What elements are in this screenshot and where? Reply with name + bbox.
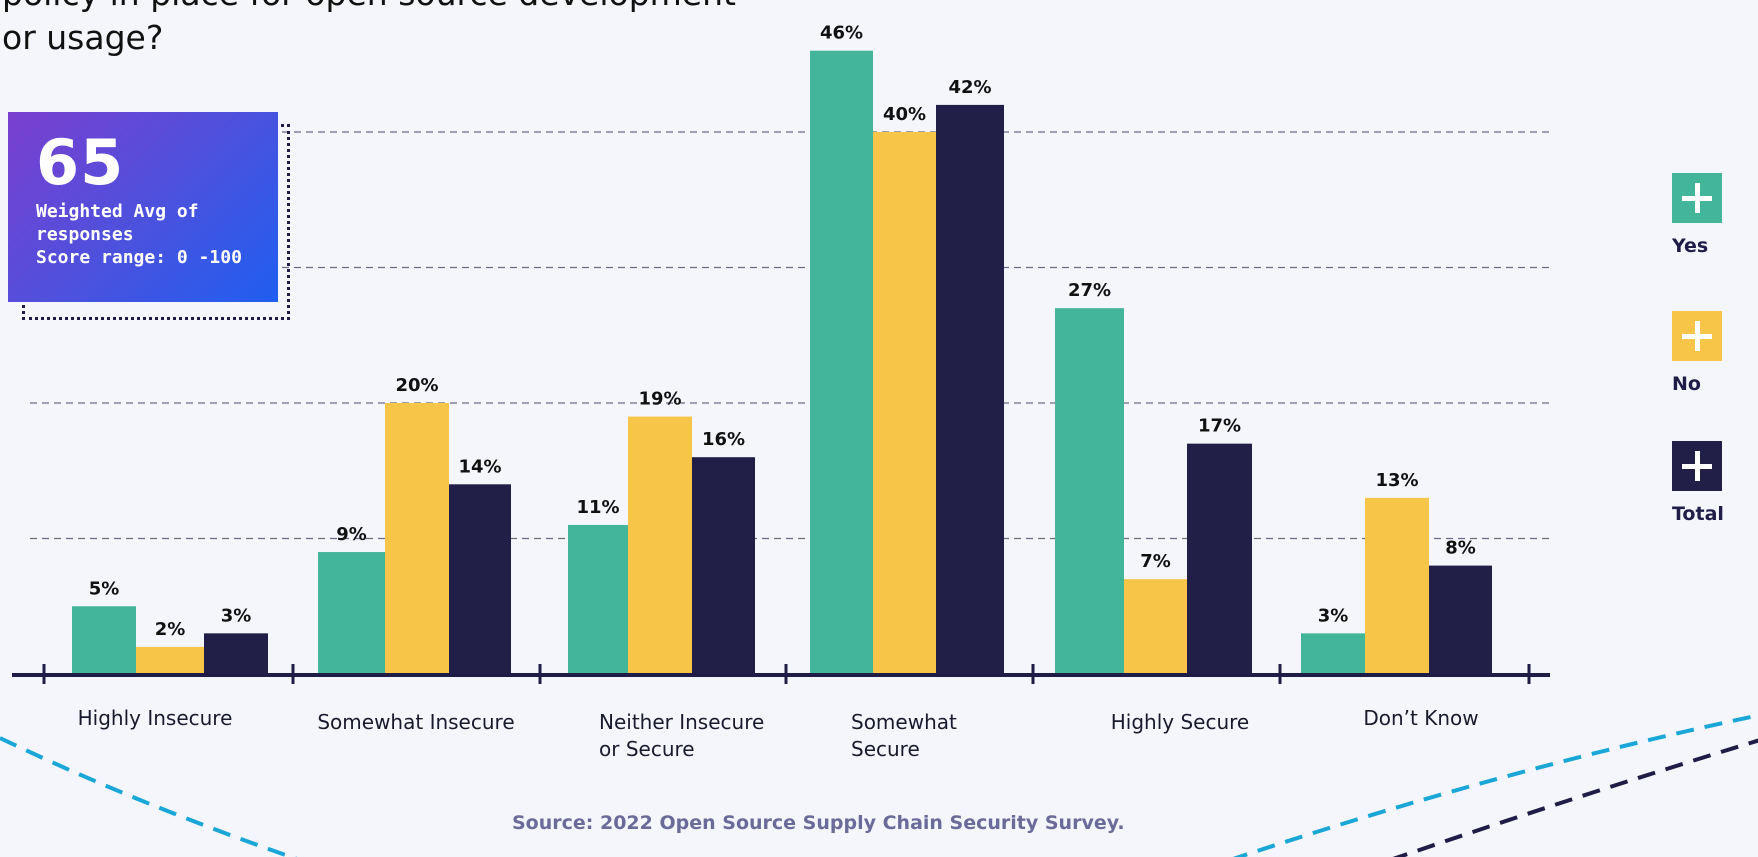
- decorative-arcs: [0, 713, 1758, 857]
- score-callout: 65 Weighted Avg of responses Score range…: [8, 112, 296, 322]
- legend-label-no: No: [1672, 373, 1701, 395]
- data-label-yes: 11%: [576, 497, 619, 518]
- data-label-total: 8%: [1445, 538, 1476, 559]
- bar-yes: [568, 524, 628, 674]
- decorative-arc-left: [0, 736, 298, 857]
- bar-no: [385, 403, 449, 674]
- score-value: 65: [36, 126, 125, 199]
- score-description-line-3: Score range: 0 -100: [36, 247, 242, 268]
- plus-icon: [1672, 173, 1722, 223]
- bar-yes: [810, 50, 873, 674]
- data-label-total: 17%: [1198, 416, 1241, 437]
- data-label-no: 13%: [1375, 470, 1418, 491]
- data-label-yes: 46%: [820, 23, 863, 44]
- data-labels: 5% 2% 3% 9% 20% 14% 11% 19% 16% 46% 40% 42% 27% 7% 17%…: [89, 23, 1476, 640]
- bar-total: [1187, 443, 1252, 674]
- data-label-no: 19%: [638, 389, 681, 410]
- score-description-line-1: Weighted Avg of: [36, 201, 199, 222]
- source-note: Source: 2022 Open Source Supply Chain Se…: [512, 812, 1125, 834]
- bar-yes: [1055, 308, 1124, 674]
- score-card: 65 Weighted Avg of responses Score range…: [8, 112, 278, 302]
- legend-label-yes: Yes: [1672, 235, 1709, 257]
- data-label-yes: 27%: [1068, 280, 1111, 301]
- bar-yes: [72, 606, 136, 674]
- plus-icon: [1672, 441, 1722, 491]
- x-tick-label: Somewhat: [851, 710, 957, 734]
- bar-series: [72, 50, 1492, 674]
- legend-item-no: No: [1672, 311, 1758, 395]
- x-tick-label: Secure: [851, 737, 920, 761]
- bar-yes: [318, 552, 385, 674]
- bar-no: [1365, 497, 1429, 674]
- chart-title-line-1: policy in place for open source developm…: [2, 0, 762, 16]
- data-label-total: 42%: [948, 77, 991, 98]
- x-tick-label: Neither Insecure: [599, 710, 764, 734]
- x-tick-labels: Highly Insecure Somewhat Insecure Neither …: [78, 706, 1479, 761]
- data-label-no: 40%: [883, 104, 926, 125]
- plus-icon: [1672, 311, 1722, 361]
- data-label-no: 7%: [1140, 551, 1171, 572]
- data-label-yes: 9%: [336, 524, 367, 545]
- chart-title: policy in place for open source developm…: [2, 0, 762, 60]
- bar-no: [136, 646, 204, 674]
- x-tick-label: Don’t Know: [1363, 706, 1478, 730]
- data-label-total: 16%: [702, 429, 745, 450]
- bar-total: [1429, 565, 1492, 674]
- data-label-yes: 5%: [89, 578, 120, 599]
- grid-lines: [30, 131, 1550, 540]
- bar-no: [628, 416, 692, 674]
- x-tick-label: Highly Secure: [1111, 710, 1249, 734]
- legend-item-yes: Yes: [1672, 173, 1758, 257]
- chart-title-line-2: or usage?: [2, 18, 164, 57]
- bar-total: [204, 633, 268, 674]
- bar-total: [692, 457, 755, 674]
- x-tick-label: Somewhat Insecure: [317, 710, 514, 734]
- bar-total: [936, 104, 1004, 674]
- legend-item-total: Total: [1672, 441, 1758, 525]
- data-label-total: 14%: [458, 456, 501, 477]
- legend-label-total: Total: [1672, 503, 1724, 525]
- bar-no: [1124, 579, 1187, 674]
- data-label-no: 20%: [395, 375, 438, 396]
- data-label-total: 3%: [221, 605, 252, 626]
- bar-no: [873, 132, 936, 674]
- bar-total: [449, 484, 511, 674]
- x-tick-label: Highly Insecure: [78, 706, 233, 730]
- data-label-yes: 3%: [1318, 605, 1349, 626]
- data-label-no: 2%: [155, 619, 186, 640]
- decorative-arc-right-blue: [1232, 713, 1758, 857]
- bar-yes: [1301, 633, 1365, 674]
- x-axis: [12, 664, 1550, 684]
- score-description-line-2: responses: [36, 224, 134, 245]
- x-tick-label: or Secure: [599, 737, 695, 761]
